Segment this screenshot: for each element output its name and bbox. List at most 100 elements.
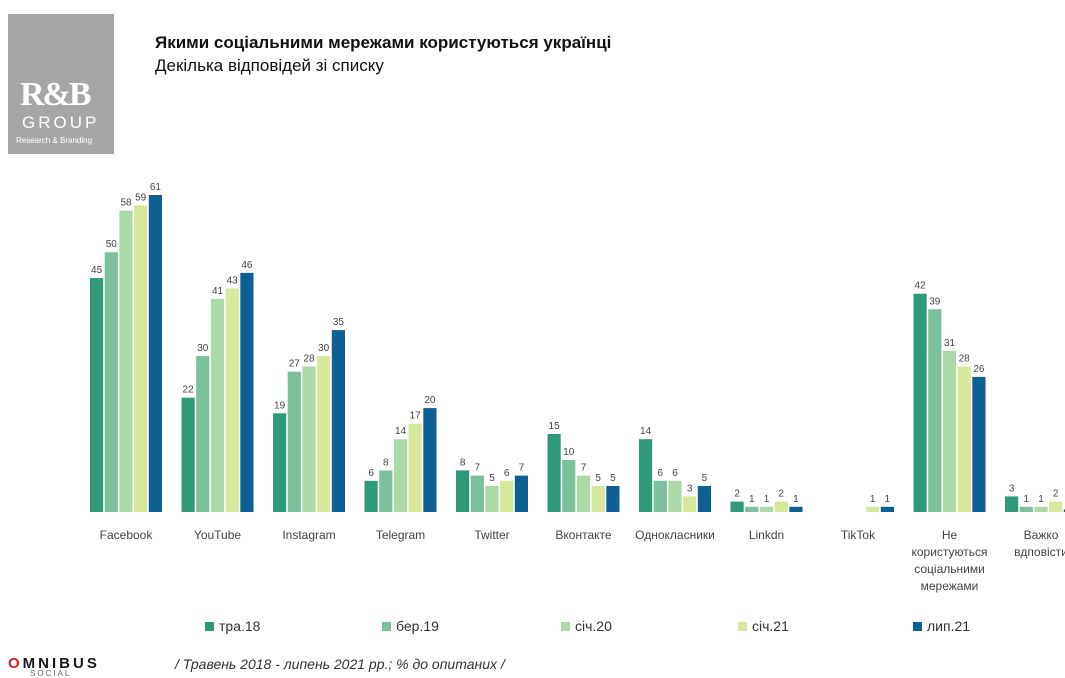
rb-group-logo: R&B GROUP Research & Branding (8, 14, 114, 154)
data-label: 50 (106, 239, 118, 250)
data-label: 14 (640, 426, 652, 437)
bar (134, 205, 148, 512)
bar (928, 309, 942, 512)
bar (364, 480, 378, 512)
bar (957, 366, 971, 512)
data-label: 14 (395, 426, 407, 437)
bar (1005, 496, 1019, 512)
bar (470, 475, 484, 512)
data-label: 15 (549, 421, 561, 432)
data-label: 3 (1009, 483, 1015, 494)
bar (774, 501, 788, 512)
bar (287, 371, 301, 512)
data-label: 30 (318, 343, 330, 354)
omnibus-logo-o: O (8, 655, 23, 672)
category-label: Telegram (376, 528, 425, 542)
bar (196, 356, 210, 512)
data-label: 1 (885, 494, 891, 505)
bar (562, 460, 576, 512)
data-label: 8 (383, 457, 389, 468)
data-label: 28 (959, 354, 971, 365)
bar (547, 434, 561, 512)
data-label: 58 (120, 198, 132, 209)
data-label: 35 (333, 317, 345, 328)
data-label: 1 (764, 494, 770, 505)
data-label: 27 (289, 359, 301, 370)
data-label: 2 (734, 489, 740, 500)
bar (302, 366, 316, 512)
legend-item: лип.21 (913, 618, 970, 634)
legend-item: тра.18 (205, 618, 260, 634)
data-label: 5 (702, 473, 708, 484)
legend-label: бер.19 (396, 618, 439, 634)
data-label: 42 (915, 281, 927, 292)
legend-swatch (913, 621, 922, 631)
category-label: Важко вдповісти (1014, 528, 1065, 559)
data-label: 6 (672, 468, 678, 479)
bar (1034, 506, 1048, 512)
category-label: Facebook (100, 528, 154, 542)
bar (653, 480, 667, 512)
bar (485, 486, 499, 512)
category-label: Однокласники (635, 528, 715, 542)
legend-label: січ.21 (752, 618, 789, 634)
logo-mark: R&B (20, 76, 92, 113)
data-label: 22 (183, 385, 195, 396)
bar (331, 330, 345, 512)
data-label: 5 (595, 473, 601, 484)
category-label: Linkdn (749, 528, 784, 542)
data-label: 2 (778, 489, 784, 500)
data-label: 1 (1024, 494, 1030, 505)
legend-swatch (205, 621, 214, 631)
bar (1019, 506, 1033, 512)
bar (514, 475, 528, 512)
bar (866, 506, 880, 512)
logo-group-text: GROUP (22, 113, 100, 132)
data-label: 3 (687, 483, 693, 494)
bar (913, 293, 927, 512)
bar (759, 506, 774, 512)
chart-title: Якими соціальними мережами користуються … (155, 33, 612, 52)
data-label: 1 (793, 494, 799, 505)
data-label: 46 (241, 260, 253, 271)
data-label: 59 (135, 192, 147, 203)
data-label: 1 (870, 494, 876, 505)
category-label: YouTube (194, 528, 241, 542)
bar (500, 480, 514, 512)
bar (210, 298, 225, 512)
legend-swatch (382, 621, 391, 631)
bar (730, 501, 744, 512)
bar (104, 252, 118, 512)
bar (1049, 501, 1063, 512)
bar (591, 486, 605, 512)
bar (697, 486, 711, 512)
bar (273, 413, 287, 512)
data-label: 1 (749, 494, 755, 505)
data-label: 19 (274, 400, 286, 411)
data-label: 7 (475, 463, 481, 474)
legend-label: тра.18 (219, 618, 261, 634)
bar (119, 210, 133, 512)
bar (576, 475, 591, 512)
data-label: 2 (1053, 489, 1059, 500)
data-label: 7 (519, 463, 525, 474)
omnibus-logo-sub: SOCIAL (30, 669, 72, 678)
data-label: 30 (197, 343, 209, 354)
bar (668, 480, 682, 512)
data-label: 20 (424, 395, 436, 406)
bar (317, 356, 331, 512)
category-label: Twitter (474, 528, 509, 542)
data-label: 28 (303, 354, 315, 365)
bar (240, 272, 254, 512)
bar (408, 423, 422, 512)
bar (393, 439, 408, 512)
legend-label: січ.20 (575, 618, 612, 634)
legend-label: лип.21 (927, 618, 971, 634)
bar (90, 278, 104, 512)
legend-item: бер.19 (382, 618, 439, 634)
data-label: 61 (150, 182, 162, 193)
bar (423, 408, 437, 512)
data-label: 26 (973, 364, 985, 375)
omnibus-logo: OMNIBUS (8, 655, 100, 672)
bar (639, 439, 653, 512)
